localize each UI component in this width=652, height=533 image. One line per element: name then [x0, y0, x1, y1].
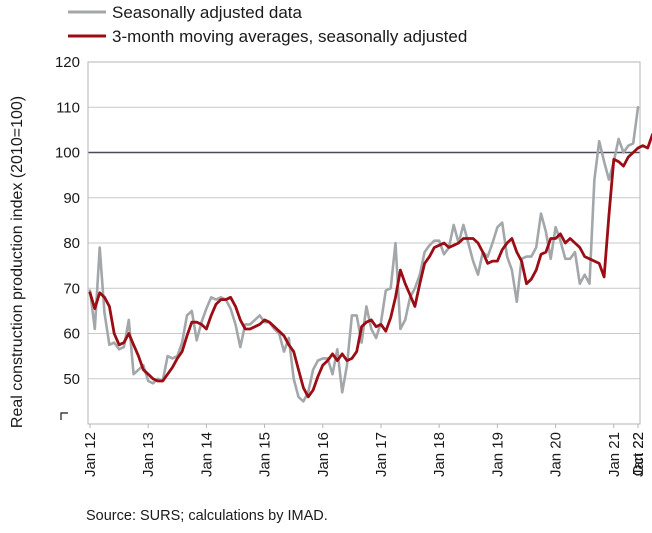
- y-tick-label: 60: [63, 326, 80, 343]
- x-tick-label: Jan 13: [140, 432, 157, 477]
- y-tick-label: 120: [55, 54, 80, 71]
- series-line-seasonally-adjusted: [88, 106, 640, 403]
- x-tick-label: Jan 18: [431, 432, 448, 477]
- series-lines: [88, 106, 652, 403]
- y-tick-labels: 50 60 70 80 90 100 110 120: [55, 54, 80, 388]
- y-axis-title: Real construction production index (2010…: [9, 96, 26, 428]
- x-tick-label: Jan 22: [630, 432, 647, 477]
- series-line-moving-average: [88, 133, 652, 399]
- legend-label: 3-month moving averages, seasonally adju…: [112, 27, 467, 46]
- axis-break-mark: [60, 412, 68, 420]
- x-tick-label: Jan 12: [82, 432, 99, 477]
- x-tick-labels: Jan 12 Jan 13 Jan 14 Jan 15 Jan 16 Jan 17 Jan …: [82, 424, 647, 477]
- x-tick-label: Jan 15: [257, 432, 274, 477]
- x-tick-label: Jan 17: [373, 432, 390, 477]
- x-tick-label: Jan 20: [548, 432, 565, 477]
- y-tick-label: 100: [55, 145, 80, 162]
- plot-frame: [87, 61, 641, 425]
- x-tick-label: Jan 21: [606, 432, 623, 477]
- y-tick-label: 70: [63, 280, 80, 297]
- x-tick-label: Jan 19: [489, 432, 506, 477]
- legend: Seasonally adjusted data 3-month moving a…: [68, 3, 467, 46]
- x-tick-label: Jan 16: [315, 432, 332, 477]
- y-tick-label: 90: [63, 190, 80, 207]
- legend-label: Seasonally adjusted data: [112, 3, 303, 22]
- source-note: Source: SURS; calculations by IMAD.: [86, 508, 328, 524]
- y-tick-label: 50: [63, 371, 80, 388]
- axes: [60, 61, 641, 425]
- y-tick-label: 80: [63, 235, 80, 252]
- x-tick-label: Oct 22: [630, 432, 647, 476]
- x-tick-label: Jan 14: [198, 432, 215, 477]
- y-tick-label: 110: [56, 99, 80, 116]
